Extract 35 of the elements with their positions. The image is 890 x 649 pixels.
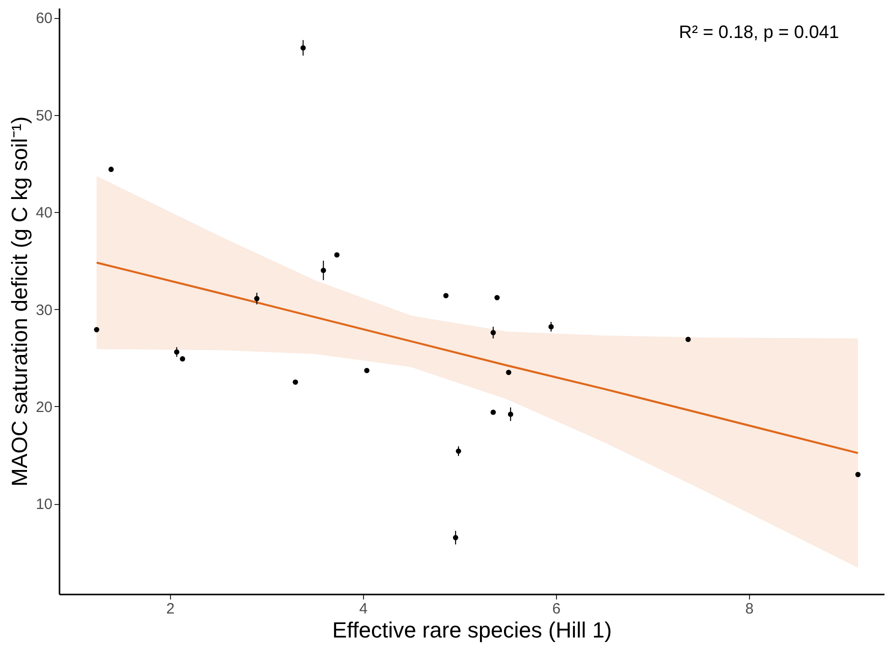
point [494, 294, 500, 300]
y-tick-label: 10 [36, 496, 52, 514]
point [548, 324, 554, 330]
y-tick-label: 30 [36, 302, 52, 319]
y-tick-label: 60 [36, 10, 52, 28]
point [456, 448, 462, 454]
point [452, 534, 458, 540]
point [254, 296, 260, 302]
point [685, 336, 691, 342]
point [94, 327, 100, 332]
point [320, 268, 326, 274]
x-axis-title: Effective rare species (Hill 1) [332, 618, 612, 642]
x-tick-label: 8 [745, 600, 754, 618]
point [855, 472, 861, 478]
point [364, 368, 370, 374]
point [292, 380, 298, 385]
x-tick-label: 6 [552, 600, 561, 618]
point [490, 410, 496, 415]
y-axis-title: MAOC saturation deficit (g C kg soil⁻¹) [6, 116, 32, 487]
annotation: R² = 0.18, p = 0.041 [678, 22, 839, 42]
point [108, 166, 114, 172]
point [490, 330, 496, 336]
line-series [96, 262, 859, 454]
point [508, 412, 514, 417]
point [443, 293, 449, 298]
point [300, 45, 306, 50]
point [174, 349, 180, 355]
x-tick-label: 4 [359, 600, 368, 618]
y-tick-label: 40 [36, 204, 52, 222]
x-tick-label: 2 [166, 600, 175, 618]
point [180, 356, 186, 362]
y-tick-label: 50 [36, 107, 52, 124]
point [334, 252, 340, 258]
point [506, 370, 512, 376]
y-tick-label: 20 [36, 398, 52, 416]
